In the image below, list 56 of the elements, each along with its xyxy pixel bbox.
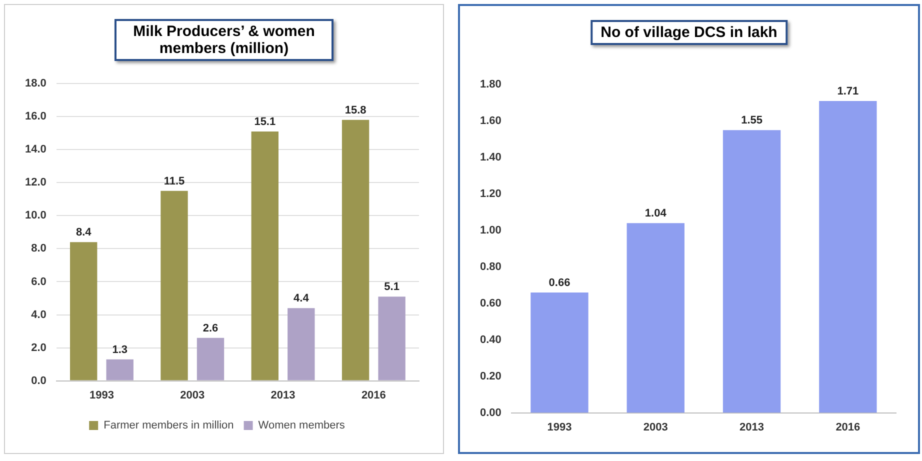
bar bbox=[160, 190, 188, 380]
x-tick-label: 2013 bbox=[270, 389, 296, 402]
y-tick-label: 14.0 bbox=[24, 144, 46, 156]
x-tick-label: 1993 bbox=[89, 389, 114, 402]
data-label: 2.6 bbox=[202, 322, 218, 334]
bar bbox=[342, 120, 370, 380]
y-tick-label: 0.60 bbox=[480, 297, 502, 310]
bar bbox=[378, 296, 406, 380]
y-tick-label: 16.0 bbox=[24, 110, 46, 123]
bar bbox=[722, 130, 781, 413]
y-tick-label: 1.20 bbox=[480, 188, 502, 200]
y-tick-label: 1.80 bbox=[480, 78, 502, 91]
data-label: 1.71 bbox=[837, 86, 859, 98]
y-tick-label: 1.00 bbox=[480, 224, 502, 236]
data-label: 5.1 bbox=[384, 281, 400, 294]
x-tick-label: 2003 bbox=[180, 389, 205, 402]
y-tick-label: 1.40 bbox=[480, 152, 502, 164]
y-tick-label: 10.0 bbox=[24, 210, 46, 222]
data-label: 4.4 bbox=[294, 292, 310, 305]
data-label: 8.4 bbox=[76, 226, 92, 239]
y-tick-label: 0.0 bbox=[31, 374, 46, 387]
bar bbox=[70, 242, 98, 380]
legend-label: Women members bbox=[258, 420, 346, 432]
x-tick-label: 2016 bbox=[836, 421, 860, 434]
bar bbox=[251, 131, 278, 380]
y-tick-label: 4.0 bbox=[31, 308, 46, 321]
y-tick-label: 8.0 bbox=[31, 242, 46, 255]
data-label: 1.55 bbox=[741, 114, 762, 127]
y-tick-label: 6.0 bbox=[31, 276, 46, 288]
data-label: 15.8 bbox=[344, 104, 366, 116]
y-tick-label: 0.40 bbox=[480, 334, 502, 346]
x-tick-label: 1993 bbox=[547, 421, 572, 434]
bar bbox=[819, 101, 877, 413]
chart-title: No of village DCS in lakh bbox=[590, 20, 788, 45]
data-label: 0.66 bbox=[548, 276, 570, 289]
data-label: 1.04 bbox=[644, 208, 668, 220]
bar bbox=[196, 338, 224, 380]
data-label: 15.1 bbox=[254, 116, 276, 128]
bar bbox=[626, 223, 684, 413]
x-tick-label: 2013 bbox=[740, 421, 764, 434]
chart-title: Milk Producers’ & women members (million) bbox=[114, 19, 334, 61]
x-tick-label: 2003 bbox=[643, 421, 668, 434]
y-tick-label: 1.60 bbox=[480, 115, 502, 128]
bar bbox=[106, 359, 134, 380]
y-tick-label: 18.0 bbox=[24, 78, 46, 90]
y-tick-label: 2.0 bbox=[31, 342, 46, 354]
y-tick-label: 0.80 bbox=[480, 260, 502, 273]
data-label: 1.3 bbox=[112, 344, 128, 356]
x-tick-label: 2016 bbox=[361, 389, 386, 402]
y-tick-label: 0.20 bbox=[480, 370, 502, 382]
bar bbox=[288, 308, 315, 380]
y-tick-label: 12.0 bbox=[24, 176, 46, 189]
data-label: 11.5 bbox=[164, 175, 185, 188]
legend-label: Farmer members in million bbox=[104, 420, 234, 432]
bar bbox=[530, 292, 588, 413]
y-tick-label: 0.00 bbox=[480, 406, 502, 419]
